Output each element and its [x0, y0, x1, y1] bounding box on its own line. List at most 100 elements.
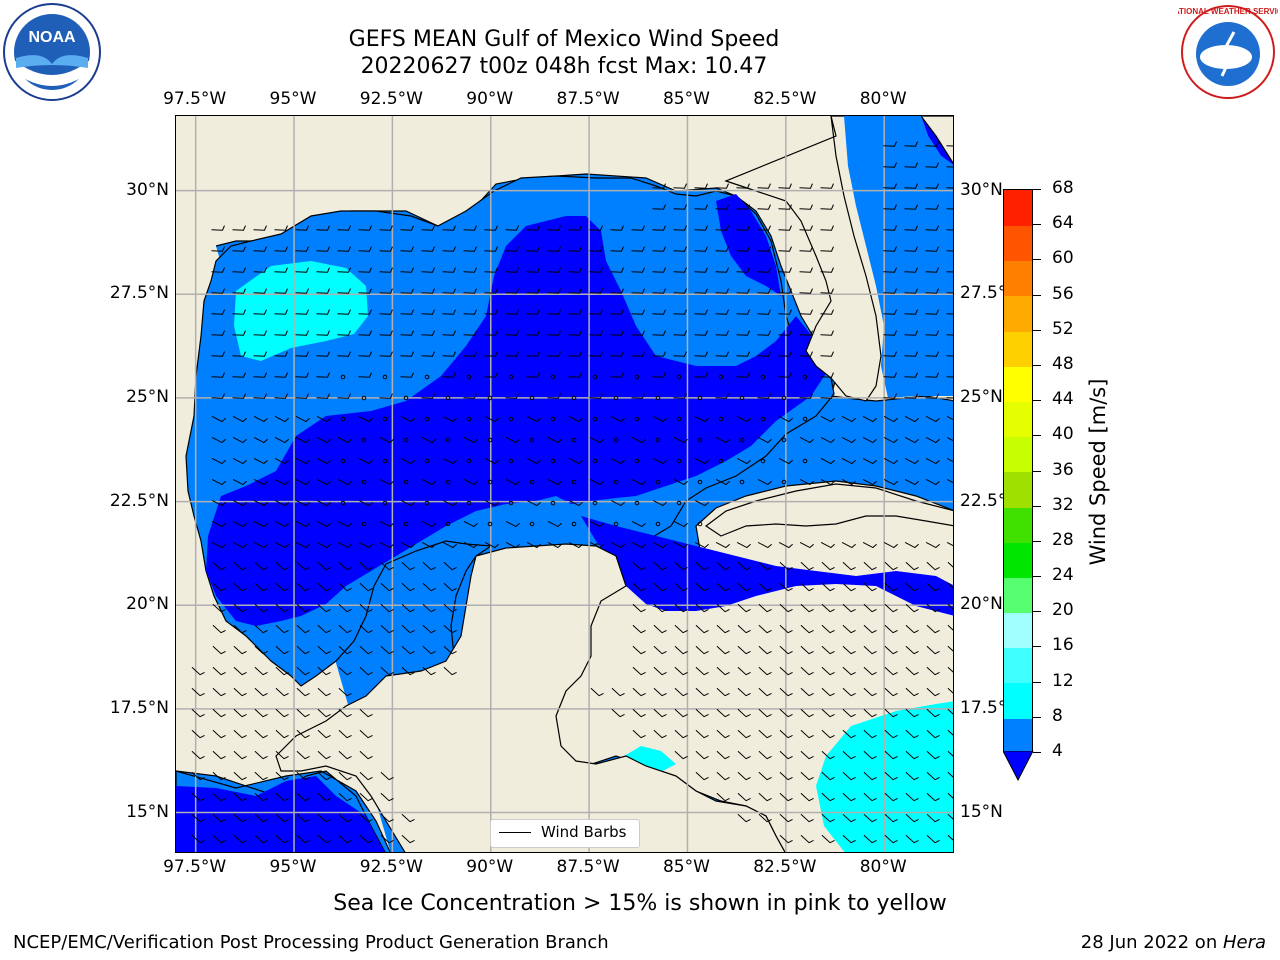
wind-barb — [211, 500, 226, 507]
wind-barb — [505, 225, 519, 231]
wind-barb — [905, 624, 919, 634]
wind-barb — [232, 330, 246, 336]
wind-barb — [736, 458, 751, 465]
calm-wind-marker — [676, 500, 682, 506]
colorbar-segment — [1004, 682, 1032, 719]
calm-wind-marker — [466, 416, 472, 422]
wind-barb — [884, 708, 898, 718]
wind-barb — [842, 771, 856, 781]
lat-tick-label: 25°N — [126, 386, 169, 407]
wind-barb — [632, 729, 646, 739]
wind-barb — [925, 372, 939, 378]
wind-barb — [758, 771, 772, 781]
footer-date-text: 28 Jun 2022 on — [1080, 932, 1223, 953]
calm-wind-marker — [508, 374, 514, 380]
wind-barb — [443, 561, 457, 571]
wind-barb — [673, 393, 687, 399]
wind-barb — [233, 666, 247, 676]
wind-barb — [253, 351, 267, 357]
lon-tick-label: 85°W — [662, 89, 710, 109]
wind-barb — [296, 561, 310, 571]
wind-barb — [674, 687, 688, 697]
wind-barb — [821, 687, 835, 697]
wind-barb — [211, 246, 225, 252]
wind-barb — [463, 330, 477, 336]
wind-barb — [947, 582, 953, 589]
wind-barb — [274, 437, 289, 444]
wind-barb — [358, 416, 373, 423]
wind-barb — [653, 582, 667, 592]
wind-barb — [463, 225, 477, 231]
calm-wind-marker — [802, 374, 808, 380]
wind-barb — [568, 372, 582, 378]
wind-barb — [884, 813, 898, 823]
calm-wind-marker — [508, 458, 514, 464]
calm-wind-marker — [529, 479, 535, 485]
wind-barb — [568, 500, 583, 507]
calm-wind-marker — [760, 374, 766, 380]
calm-wind-marker — [697, 395, 703, 401]
wind-barb — [904, 351, 918, 357]
wind-barb — [695, 729, 709, 739]
wind-barb — [505, 351, 519, 357]
wind-barb — [673, 267, 687, 273]
wind-barb — [925, 330, 939, 336]
wind-barb — [905, 603, 919, 613]
wind-barb — [610, 309, 624, 315]
wind-barb — [695, 645, 709, 655]
wind-barb — [379, 330, 393, 336]
wind-barb — [380, 813, 394, 823]
noaa-logo: NOAA — [2, 2, 102, 102]
wind-barb — [695, 603, 709, 613]
wind-barb — [590, 687, 604, 697]
wind-barb — [191, 792, 205, 802]
calm-wind-marker — [550, 374, 556, 380]
wind-barb — [715, 267, 729, 273]
wind-barb — [758, 729, 772, 739]
wind-barb — [191, 834, 205, 844]
calm-wind-marker — [403, 395, 409, 401]
wind-barbs — [191, 141, 953, 844]
wind-barb — [631, 225, 645, 231]
wind-barb — [442, 542, 457, 549]
calm-wind-marker — [487, 521, 493, 527]
wind-barb — [652, 288, 666, 294]
wind-barb — [253, 479, 268, 486]
wind-barb — [904, 479, 919, 486]
wind-barb — [463, 246, 477, 252]
wind-barb — [232, 372, 246, 378]
wind-barb — [715, 225, 729, 231]
wind-barb — [317, 603, 331, 613]
calm-wind-marker — [655, 479, 661, 485]
colorbar-tick-label: 40 — [1052, 424, 1074, 445]
wind-barb — [863, 708, 877, 718]
wind-barb — [421, 393, 435, 399]
wind-barb — [212, 813, 226, 823]
calm-wind-marker — [592, 500, 598, 506]
wind-barb — [778, 204, 792, 210]
wind-barb — [736, 267, 750, 273]
wind-barb — [694, 542, 709, 549]
wind-barb — [316, 521, 331, 528]
colorbar-tick-label: 44 — [1052, 389, 1074, 410]
wind-barb — [884, 687, 898, 697]
wind-barb — [736, 309, 750, 315]
wind-barb — [631, 330, 645, 336]
wind-barb — [737, 624, 751, 634]
chart-subtitle-forecast: 20220627 t00z 048h fcst Max: 10.47 — [360, 54, 768, 79]
wind-barb — [380, 771, 394, 781]
wind-barb — [380, 561, 394, 571]
wind-barb — [820, 479, 835, 486]
wind-barb — [274, 372, 288, 378]
wind-barb — [925, 458, 940, 465]
colorbar-tick-label: 8 — [1052, 705, 1063, 726]
wind-barb — [211, 309, 225, 315]
wind-barb — [905, 750, 919, 760]
wind-barb — [716, 645, 730, 655]
wind-barb — [883, 162, 897, 168]
wind-barb — [589, 542, 604, 549]
wind-barb — [610, 288, 624, 294]
wind-barb — [947, 645, 953, 652]
wind-barb — [275, 792, 289, 802]
wind-barb — [274, 330, 288, 336]
